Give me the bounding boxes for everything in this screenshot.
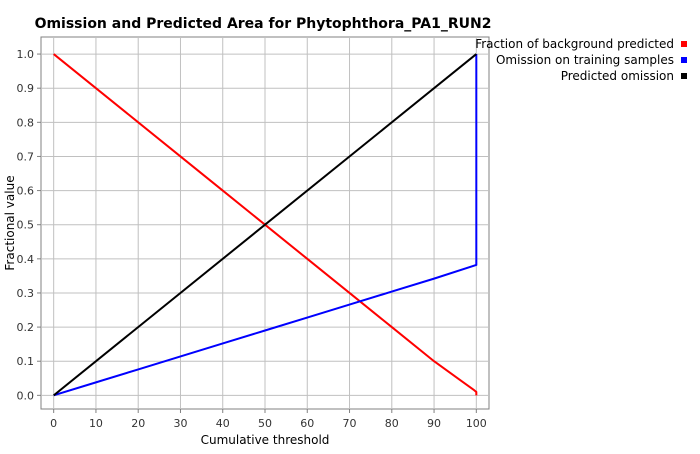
training-omission-line (53, 54, 478, 397)
legend: Fraction of background predicted Omission… (475, 37, 687, 83)
x-tick-label: 0 (50, 417, 57, 430)
x-tick-label: 70 (343, 417, 357, 430)
x-axis-label: Cumulative threshold (201, 433, 330, 447)
x-tick-label: 90 (427, 417, 441, 430)
y-tick-label: 1.0 (17, 48, 35, 61)
y-tick-label: 0.5 (17, 219, 35, 232)
legend-label: Omission on training samples (496, 53, 674, 67)
background-predicted-line (53, 53, 478, 396)
x-tick-label: 10 (89, 417, 103, 430)
legend-predicted-omission: Predicted omission (561, 69, 687, 83)
x-tick-label: 20 (131, 417, 145, 430)
legend-swatch (681, 57, 687, 63)
predicted-omission-line (53, 53, 477, 397)
y-tick-label: 0.8 (17, 116, 35, 129)
x-tick-label: 50 (258, 417, 272, 430)
legend-background-predicted: Fraction of background predicted (475, 37, 687, 51)
x-tick-label: 40 (216, 417, 230, 430)
series-layer (53, 53, 478, 397)
x-tick-label: 60 (300, 417, 314, 430)
y-tick-label: 0.0 (17, 389, 35, 402)
legend-swatch (681, 73, 687, 79)
legend-training-omission: Omission on training samples (496, 53, 687, 67)
x-tick-label: 30 (173, 417, 187, 430)
ticks-layer: 0 10 20 30 40 50 60 70 80 90 100 0.0 0.1 0.2 0.3 0.4 0.5… (17, 48, 487, 430)
y-tick-label: 0.9 (17, 82, 35, 95)
x-tick-label: 100 (466, 417, 487, 430)
chart-title: Omission and Predicted Area for Phytopht… (35, 16, 492, 32)
y-axis-label: Fractional value (3, 175, 17, 270)
grid-layer (41, 37, 489, 409)
y-tick-label: 0.4 (17, 253, 35, 266)
y-tick-label: 0.6 (17, 185, 35, 198)
y-tick-label: 0.3 (17, 287, 35, 300)
legend-swatch (681, 41, 687, 47)
x-tick-label: 80 (385, 417, 399, 430)
legend-label: Predicted omission (561, 69, 674, 83)
y-tick-label: 0.1 (17, 355, 35, 368)
y-tick-label: 0.2 (17, 321, 35, 334)
y-tick-label: 0.7 (17, 150, 35, 163)
legend-label: Fraction of background predicted (475, 37, 674, 51)
